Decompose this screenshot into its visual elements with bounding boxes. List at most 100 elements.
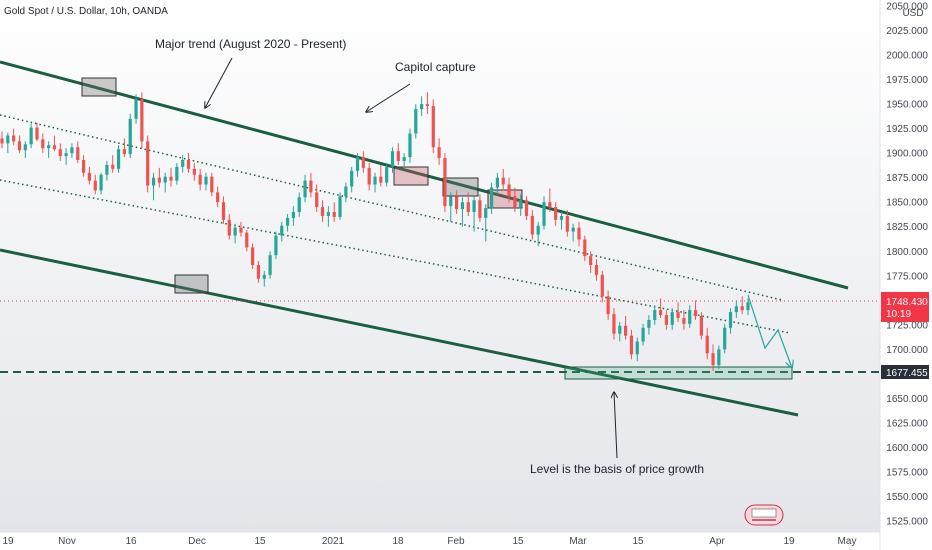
- candle-body: [233, 227, 237, 236]
- candle-body: [169, 176, 173, 181]
- candle: [140, 92, 144, 149]
- candle-body: [355, 157, 360, 171]
- candle-body: [670, 312, 674, 325]
- candle-body: [431, 106, 435, 148]
- candle: [367, 162, 371, 191]
- candle-body: [41, 139, 45, 149]
- candle-body: [740, 306, 744, 311]
- candle-body: [536, 225, 540, 235]
- touch-point-boxes[interactable]: [81, 77, 793, 380]
- x-tick-label: Dec: [188, 536, 206, 547]
- dotted-trendline-lower[interactable]: [0, 179, 791, 334]
- touch-box-feb-high[interactable]: [442, 177, 479, 197]
- candle: [175, 162, 179, 185]
- candle: [99, 172, 103, 195]
- dotted-trendline-upper[interactable]: [0, 114, 783, 301]
- candle: [629, 329, 634, 360]
- candle-body: [478, 200, 482, 218]
- candle-body: [326, 212, 330, 216]
- candle: [519, 194, 523, 216]
- candle: [52, 135, 57, 152]
- candle: [542, 196, 546, 230]
- candle: [146, 135, 150, 193]
- candle: [297, 192, 301, 217]
- candle: [624, 316, 628, 340]
- currency-label: USD: [902, 8, 923, 19]
- candle-body: [635, 341, 639, 355]
- candle: [385, 162, 389, 187]
- candle-body: [268, 255, 272, 275]
- candle: [157, 167, 161, 188]
- candle-body: [594, 265, 599, 275]
- candle: [414, 104, 418, 139]
- candle: [565, 210, 569, 237]
- candle-body: [262, 274, 266, 279]
- candle: [315, 184, 319, 213]
- candlestick-series: [0, 92, 750, 371]
- candle: [268, 251, 272, 279]
- candle-body: [291, 212, 296, 218]
- candle-body: [437, 147, 441, 159]
- candle-body: [699, 316, 703, 336]
- candle-body: [111, 164, 115, 169]
- projection-path[interactable]: [747, 294, 792, 368]
- candle: [402, 153, 406, 167]
- candle: [507, 177, 511, 203]
- last-price-badge: 1748.430 10:19: [881, 292, 929, 322]
- candle: [151, 172, 156, 201]
- candle: [653, 305, 657, 325]
- y-tick-label: 1525.000: [886, 517, 928, 528]
- candle: [460, 197, 465, 227]
- candle: [589, 251, 593, 273]
- candle-body: [76, 147, 80, 161]
- candle: [711, 344, 715, 371]
- candle: [87, 166, 92, 185]
- y-tick-label: 2050.000: [886, 1, 928, 12]
- candle: [332, 202, 336, 222]
- candle-body: [251, 247, 255, 265]
- candle: [81, 155, 86, 177]
- inner-trendlines[interactable]: [0, 114, 791, 334]
- candle: [728, 308, 733, 334]
- touch-box-dec-low[interactable]: [174, 274, 209, 294]
- candle-body: [0, 138, 4, 144]
- candle: [699, 312, 703, 340]
- candle: [58, 143, 62, 161]
- candle-body: [151, 177, 156, 186]
- candle-body: [239, 227, 243, 233]
- candle: [122, 138, 126, 158]
- candle: [251, 243, 255, 269]
- candle-body: [157, 177, 161, 183]
- candle-body: [425, 104, 430, 107]
- candle: [740, 296, 744, 315]
- candle-body: [256, 265, 261, 279]
- scroll-to-realtime-widget[interactable]: [744, 504, 784, 526]
- candle: [554, 202, 558, 226]
- candle: [688, 305, 692, 328]
- candle-body: [653, 310, 657, 320]
- candle-body: [285, 217, 290, 226]
- candle-body: [35, 127, 39, 140]
- candle: [361, 151, 365, 173]
- candle: [583, 235, 587, 262]
- candle: [111, 155, 115, 173]
- candle: [559, 212, 564, 230]
- channel-lower-line[interactable]: [0, 248, 799, 417]
- candle-body: [192, 168, 196, 175]
- candle-body: [396, 151, 400, 161]
- candle-body: [12, 135, 16, 142]
- y-tick-label: 1575.000: [886, 468, 928, 479]
- touch-box-jan-high-1[interactable]: [393, 166, 429, 186]
- candle: [303, 174, 307, 203]
- support-zone-box[interactable]: [564, 366, 793, 380]
- candle: [618, 321, 622, 342]
- candle-body: [128, 118, 132, 155]
- candle: [355, 153, 360, 177]
- candle: [274, 231, 278, 260]
- candle-body: [361, 157, 365, 168]
- candle: [128, 113, 132, 159]
- candle: [291, 206, 296, 226]
- touch-box-nov-high[interactable]: [81, 77, 117, 97]
